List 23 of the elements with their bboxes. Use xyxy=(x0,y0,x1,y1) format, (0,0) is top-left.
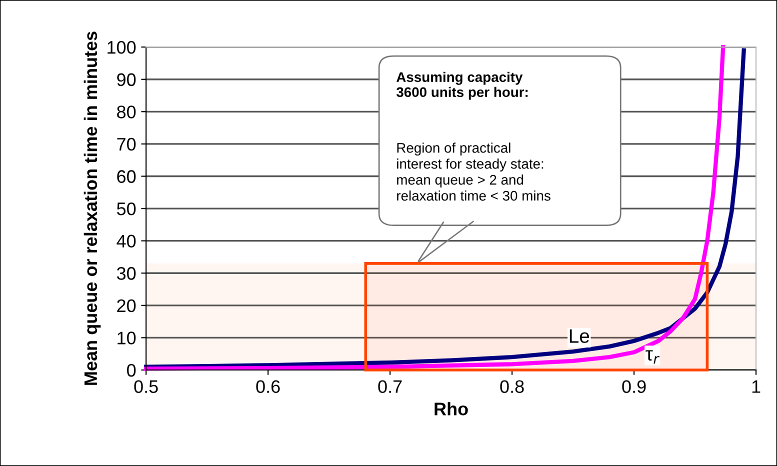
y-tick-label: 70 xyxy=(117,138,136,151)
x-tick-label: 0.5 xyxy=(134,380,158,393)
y-tick-label: 80 xyxy=(117,106,136,118)
x-tick-label: 1 xyxy=(752,380,760,393)
y-tick-label: 50 xyxy=(116,202,136,216)
y-axis-title: Mean queue or relaxation time in minutes xyxy=(84,32,101,385)
annotation: Region of practical interest for steady state: mean queue > 2 and relaxation time < 30 mins xyxy=(397,142,550,201)
y-tick-label: 90 xyxy=(117,73,136,86)
y-tick-label: 30 xyxy=(116,267,136,280)
y-tick-label: 100 xyxy=(108,41,136,54)
annotation: Assuming capacity 3600 units per hour: xyxy=(396,72,528,100)
x-axis-title: Rho xyxy=(434,402,468,416)
y-tick-label: 10 xyxy=(118,332,136,344)
y-tick-label: 60 xyxy=(117,170,136,183)
x-tick-label: 0.7 xyxy=(378,380,402,393)
annotation: τ$_{r}$ xyxy=(646,350,660,364)
x-tick-label: 0.8 xyxy=(500,380,524,393)
y-tick-label: 0 xyxy=(127,364,136,377)
annotation: Le xyxy=(570,329,590,343)
x-tick-label: 0.6 xyxy=(256,380,280,393)
y-tick-label: 40 xyxy=(116,234,136,248)
x-tick-label: 0.9 xyxy=(622,380,646,393)
y-tick-label: 20 xyxy=(117,299,136,312)
